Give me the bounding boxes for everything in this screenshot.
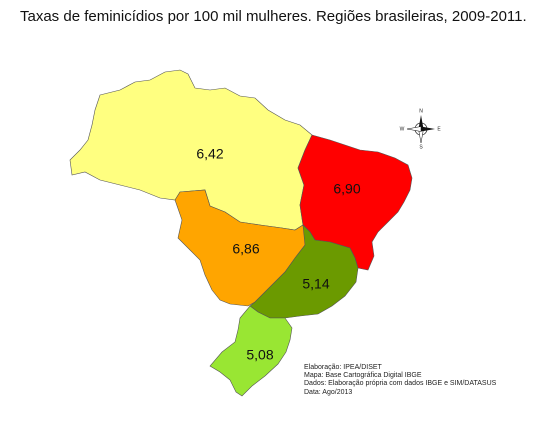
region-sudeste xyxy=(249,224,359,319)
compass-north: N xyxy=(419,108,423,114)
map-credits: Elaboração: IPEA/DISET Mapa: Base Cartog… xyxy=(304,364,496,397)
label-sul: 5,08 xyxy=(246,347,273,363)
credit-line: Data: Ago/2013 xyxy=(304,388,353,396)
credit-line: Dados: Elaboração própria com dados IBGE… xyxy=(304,380,497,388)
label-sudeste: 5,14 xyxy=(302,276,329,292)
label-centro-oeste: 6,86 xyxy=(232,241,259,257)
label-norte: 6,42 xyxy=(196,146,223,162)
label-nordeste: 6,90 xyxy=(333,181,360,197)
region-sul xyxy=(209,305,293,397)
credit-line: Mapa: Base Cartográfica Digital IBGE xyxy=(304,372,422,380)
compass-east: E xyxy=(437,126,441,132)
compass-rose-icon: N S E W xyxy=(400,108,442,150)
compass-south: S xyxy=(419,144,423,150)
credit-line: Elaboração: IPEA/DISET xyxy=(304,364,382,371)
region-nordeste xyxy=(297,134,413,271)
compass-west: W xyxy=(400,126,405,132)
map-title: Taxas de feminicídios por 100 mil mulher… xyxy=(20,8,527,25)
